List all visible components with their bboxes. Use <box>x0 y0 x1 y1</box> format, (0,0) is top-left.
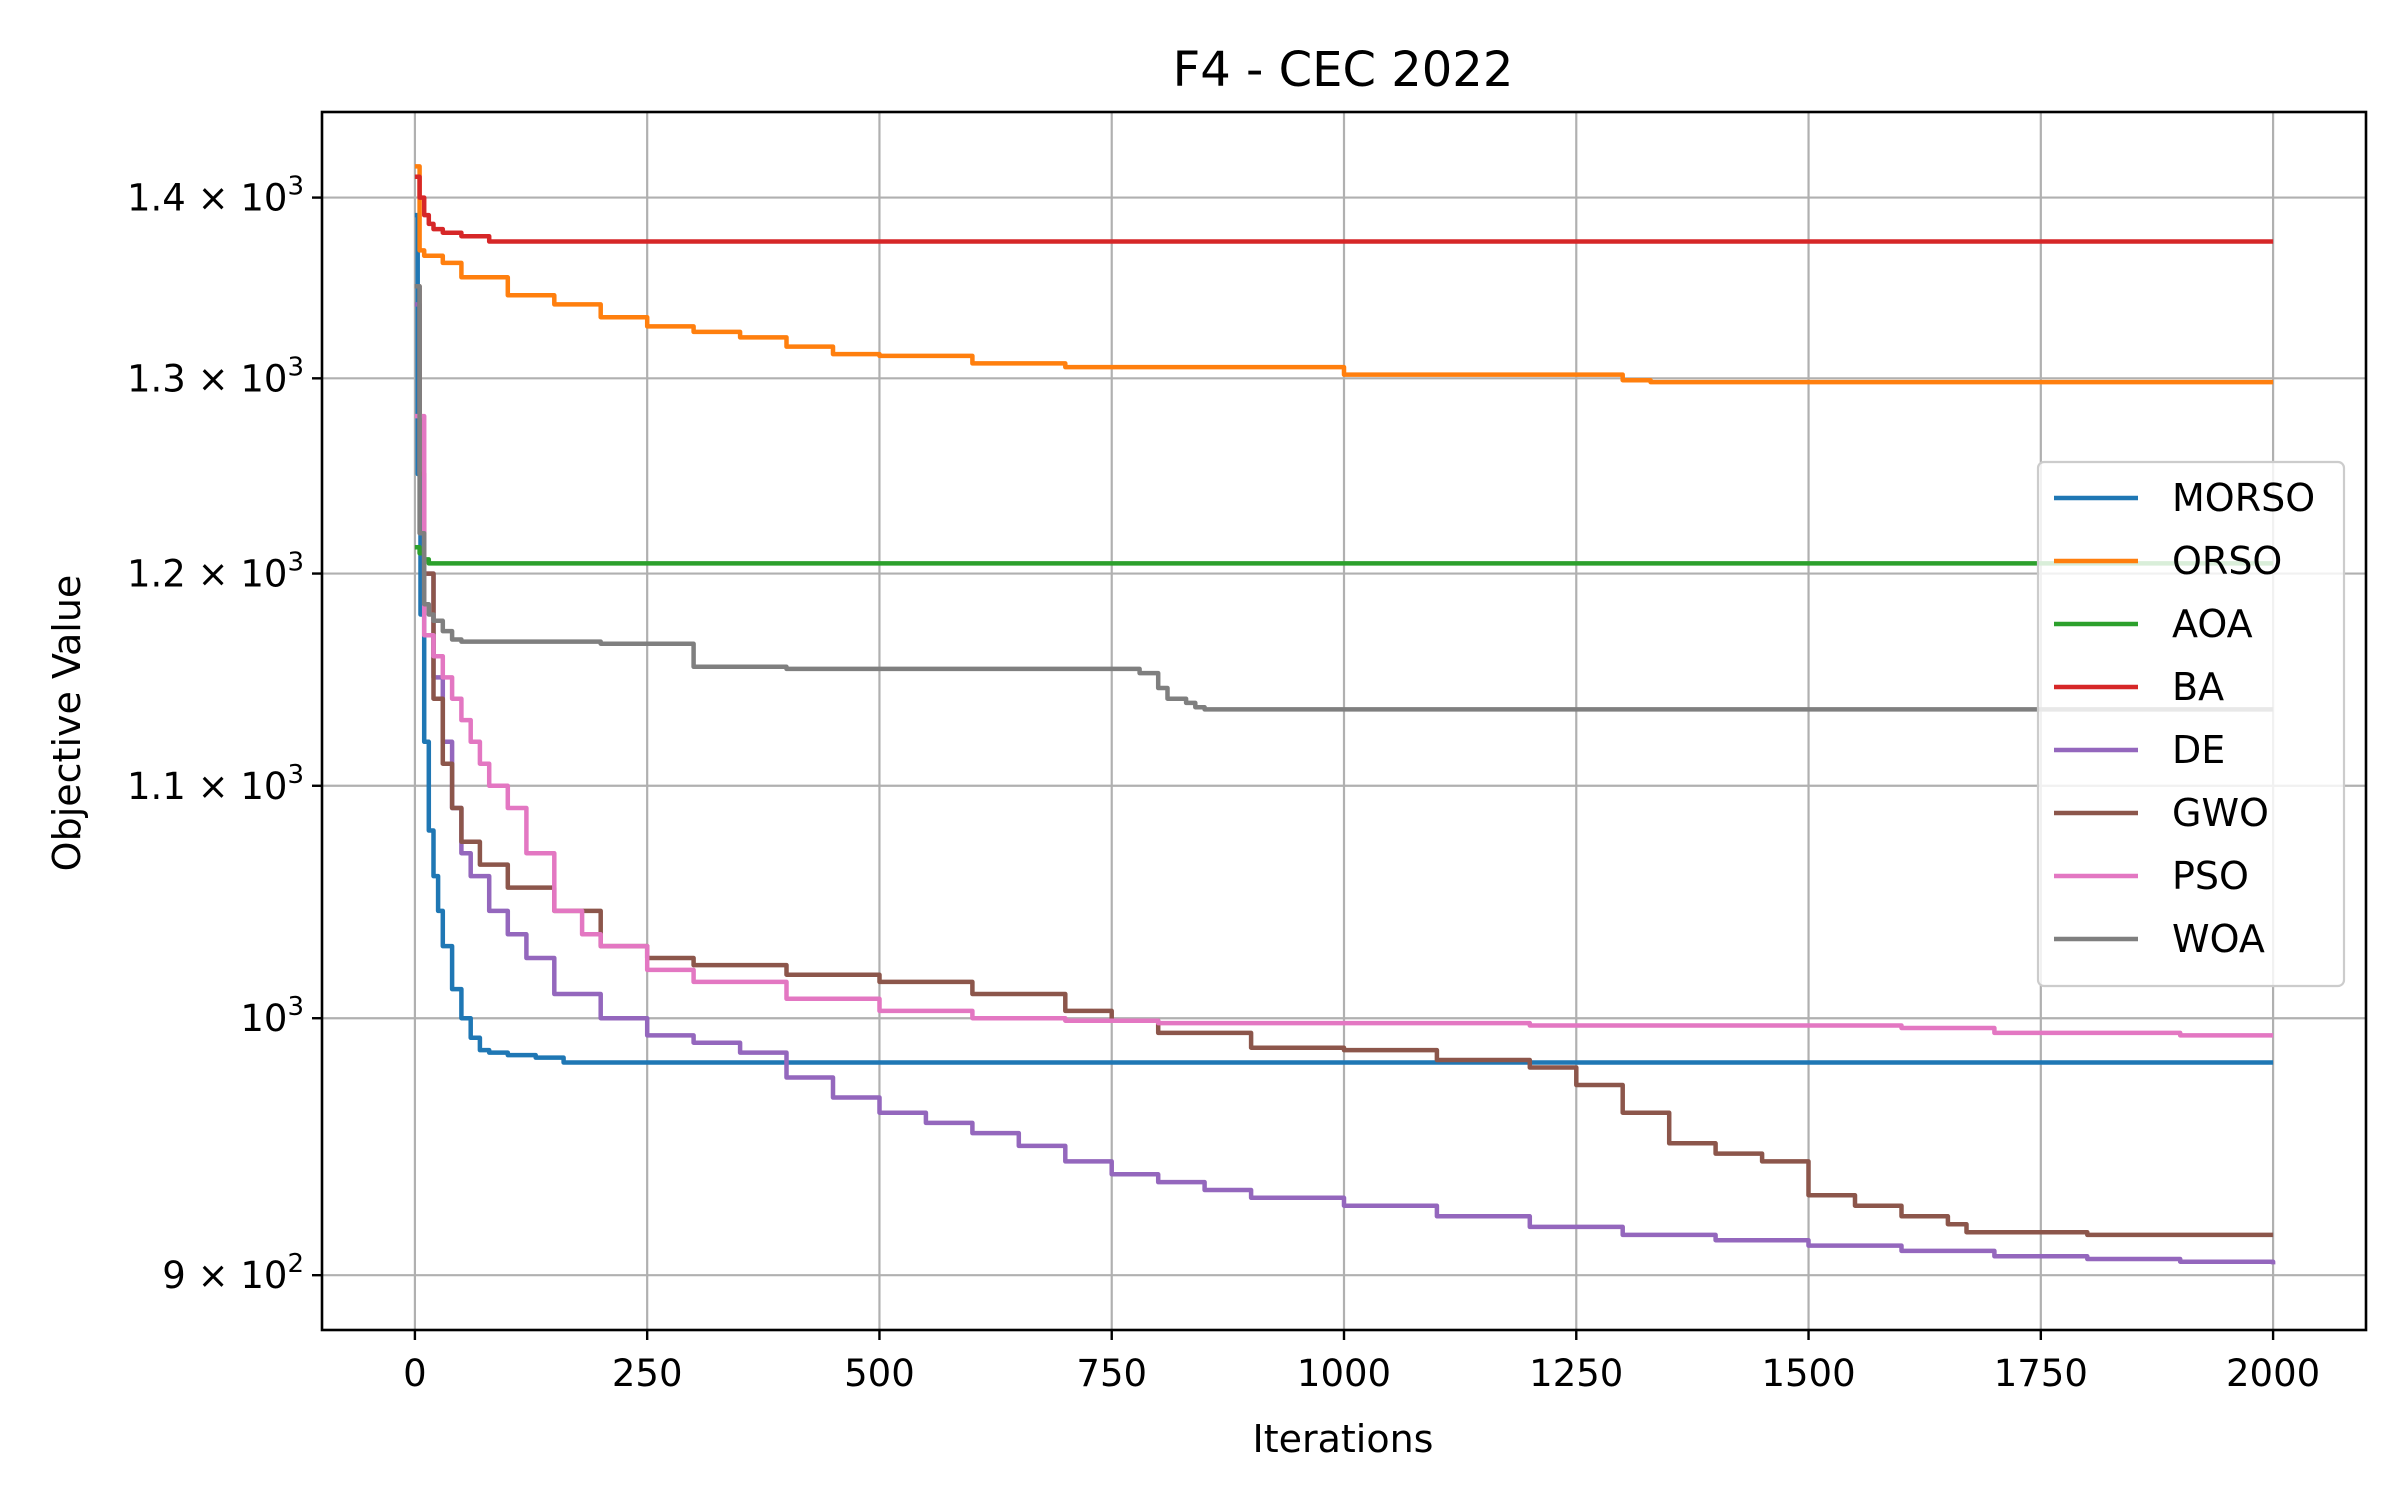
legend-entry-aoa[interactable]: AOA <box>2172 602 2253 646</box>
chart-title: F4 - CEC 2022 <box>1173 42 1514 98</box>
x-tick-label: 1000 <box>1297 1352 1391 1395</box>
x-tick-label: 250 <box>612 1352 683 1395</box>
legend-box <box>2036 460 2346 988</box>
series-line-morso <box>414 212 2274 1065</box>
x-axis-ticks: 0 250 500 750 1000 1250 1500 1750 2000 <box>403 1330 2320 1395</box>
legend-entry-gwo[interactable]: GWO <box>2172 791 2269 835</box>
series-line-woa <box>414 284 2274 712</box>
legend-entry-woa[interactable]: WOA <box>2172 917 2265 961</box>
y-tick-label: 1.2 × 103 <box>127 548 304 596</box>
series-line-ba <box>414 174 2274 244</box>
y-tick-label: 9 × 102 <box>162 1249 304 1297</box>
x-tick-label: 1750 <box>1994 1352 2088 1395</box>
legend-entry-orso[interactable]: ORSO <box>2172 539 2282 583</box>
legend-entry-ba[interactable]: BA <box>2172 665 2224 709</box>
x-axis-label: Iterations <box>1253 1417 1434 1461</box>
y-axis-ticks: 9 × 102 103 1.1 × 103 1.2 × 103 1.3 × 103 1.4… <box>127 172 322 1297</box>
y-axis-label: Objective Value <box>45 575 89 872</box>
x-tick-label: 1250 <box>1529 1352 1623 1395</box>
legend[interactable]: MORSO ORSO AOA BA DE GWO PSO WOA <box>2036 460 2346 988</box>
y-tick-label: 1.1 × 103 <box>127 760 304 808</box>
grid <box>322 112 2366 1330</box>
x-tick-label: 750 <box>1076 1352 1147 1395</box>
x-tick-label: 1500 <box>1761 1352 1855 1395</box>
series-line-pso <box>414 413 2274 1038</box>
plot-series <box>414 164 2276 1265</box>
x-tick-label: 0 <box>403 1352 427 1395</box>
series-line-de <box>414 302 2276 1265</box>
series-line-orso <box>414 164 2274 385</box>
y-tick-label: 1.3 × 103 <box>127 352 304 400</box>
legend-entry-pso[interactable]: PSO <box>2172 854 2249 898</box>
x-tick-label: 500 <box>844 1352 915 1395</box>
legend-entry-morso[interactable]: MORSO <box>2172 476 2315 520</box>
y-tick-label: 103 <box>240 992 304 1040</box>
legend-entry-de[interactable]: DE <box>2172 728 2225 772</box>
x-tick-label: 2000 <box>2226 1352 2320 1395</box>
y-tick-label: 1.4 × 103 <box>127 172 304 220</box>
